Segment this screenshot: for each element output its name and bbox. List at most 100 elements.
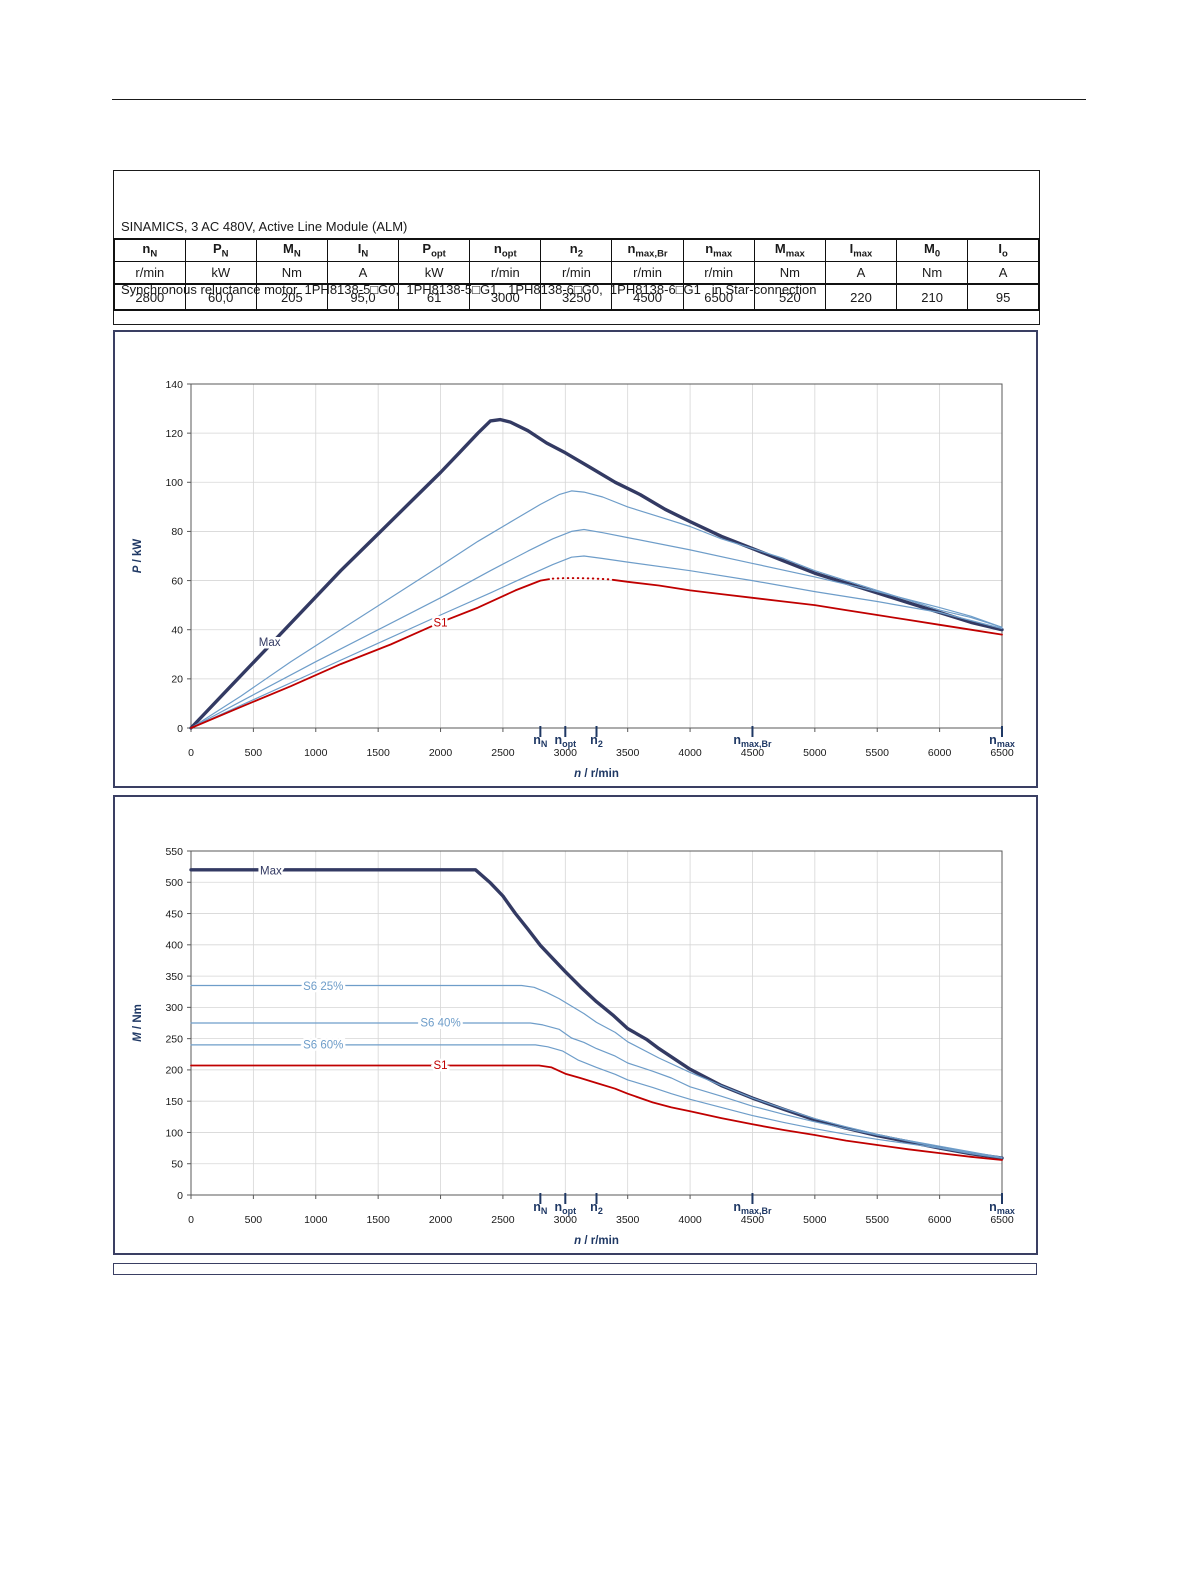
spec-cell: 60,0 bbox=[184, 283, 257, 311]
marker-label: nopt bbox=[554, 733, 576, 749]
x-tick-label: 1500 bbox=[366, 747, 390, 759]
series-max bbox=[189, 868, 1004, 1160]
spec-cell: kW bbox=[398, 261, 471, 285]
spec-cell: A bbox=[824, 261, 898, 285]
x-tick-label: 6500 bbox=[990, 747, 1014, 759]
spec-cell: r/min bbox=[113, 261, 186, 285]
spec-cell: r/min bbox=[682, 261, 755, 285]
x-tick-label: 3500 bbox=[616, 1214, 640, 1226]
series-s1-fall bbox=[611, 578, 1003, 636]
spec-cell: 95 bbox=[967, 283, 1040, 311]
y-tick-label: 150 bbox=[165, 1096, 183, 1108]
spec-cell: A bbox=[967, 261, 1040, 285]
y-tick-label: 80 bbox=[171, 526, 183, 538]
spec-cell: 210 bbox=[896, 283, 969, 311]
spec-cell: 220 bbox=[824, 283, 898, 311]
curve-label-s6-60-: S6 60% bbox=[303, 1039, 343, 1051]
spec-header-cell: n2 bbox=[540, 238, 613, 262]
top-rule bbox=[112, 99, 1086, 101]
y-tick-label: 0 bbox=[177, 723, 183, 735]
bottom-band bbox=[113, 1263, 1037, 1275]
y-tick-label: 300 bbox=[165, 1002, 183, 1014]
x-tick-label: 4500 bbox=[741, 1214, 765, 1226]
marker-label: n2 bbox=[590, 1200, 603, 1216]
spec-header-cell: nmax bbox=[682, 238, 755, 262]
series-s6-25- bbox=[190, 490, 1003, 729]
x-tick-label: 0 bbox=[188, 747, 194, 759]
y-tick-label: 500 bbox=[165, 877, 183, 889]
y-axis-title: P / kW bbox=[132, 539, 144, 574]
spec-table-head: nN PN MN IN Popt nopt n2 nmax,Br nmax Mmax Imax M0 I… bbox=[113, 238, 1040, 262]
series-s1 bbox=[190, 1064, 1003, 1161]
series-s6-60- bbox=[190, 555, 1003, 729]
spec-cell: 3000 bbox=[469, 283, 542, 311]
spec-cell: 95,0 bbox=[326, 283, 400, 311]
x-tick-label: 1000 bbox=[304, 1214, 328, 1226]
title-line-1: SINAMICS, 3 AC 480V, Active Line Module … bbox=[121, 219, 408, 235]
x-tick-label: 1500 bbox=[366, 1214, 390, 1226]
spec-header-cell: nmax,Br bbox=[611, 238, 684, 262]
spec-cell: r/min bbox=[469, 261, 542, 285]
x-tick-label: 4000 bbox=[678, 1214, 702, 1226]
marker-label: nmax,Br bbox=[733, 1200, 772, 1216]
curve-label-s6-40-: S6 40% bbox=[420, 1017, 460, 1029]
marker-label: n2 bbox=[590, 733, 603, 749]
x-tick-label: 5500 bbox=[866, 1214, 890, 1226]
x-tick-label: 2500 bbox=[491, 1214, 515, 1226]
series-s6-40- bbox=[190, 1022, 1003, 1159]
x-axis-title: n / r/min bbox=[574, 1235, 619, 1247]
curve-label-max: Max bbox=[259, 637, 281, 649]
x-tick-label: 5000 bbox=[803, 1214, 827, 1226]
series-max bbox=[189, 417, 1004, 730]
y-tick-label: 120 bbox=[165, 428, 183, 440]
y-tick-label: 140 bbox=[165, 379, 183, 391]
x-tick-label: 2000 bbox=[429, 747, 453, 759]
spec-cell: 205 bbox=[255, 283, 328, 311]
spec-header-cell: nN bbox=[113, 238, 186, 262]
x-tick-label: 2500 bbox=[491, 747, 515, 759]
y-tick-label: 0 bbox=[177, 1190, 183, 1202]
y-tick-label: 100 bbox=[165, 477, 183, 489]
spec-cell: r/min bbox=[611, 261, 684, 285]
y-tick-label: 400 bbox=[165, 940, 183, 952]
x-tick-label: 6500 bbox=[990, 1214, 1014, 1226]
x-tick-label: 500 bbox=[245, 1214, 263, 1226]
spec-values-row: 2800 60,0 205 95,0 61 3000 3250 4500 6500 520 220 2… bbox=[113, 283, 1040, 311]
spec-cell: 61 bbox=[398, 283, 471, 311]
marker-label: nmax bbox=[989, 733, 1015, 749]
power-chart: 0 500 1000 1500 2000 2500 3000 3500 4000 4500 5000… bbox=[132, 379, 1015, 780]
series-s6-25- bbox=[190, 984, 1003, 1159]
torque-chart: 0 500 1000 1500 2000 2500 3000 3500 4000 4500 5000… bbox=[132, 846, 1015, 1247]
x-tick-label: 5500 bbox=[866, 747, 890, 759]
x-tick-label: 4000 bbox=[678, 747, 702, 759]
y-tick-label: 250 bbox=[165, 1033, 183, 1045]
curve-label-s6-25-: S6 25% bbox=[303, 981, 343, 993]
spec-header-cell: PN bbox=[184, 238, 257, 262]
y-tick-label: 50 bbox=[171, 1159, 183, 1171]
y-tick-label: 40 bbox=[171, 625, 183, 637]
y-tick-label: 550 bbox=[165, 846, 183, 858]
x-tick-label: 4500 bbox=[741, 747, 765, 759]
x-tick-label: 5000 bbox=[803, 747, 827, 759]
spec-cell: 520 bbox=[753, 283, 826, 311]
marker-label: nopt bbox=[554, 1200, 576, 1216]
torque-chart-panel: 0 500 1000 1500 2000 2500 3000 3500 4000 4500 5000… bbox=[113, 795, 1038, 1255]
spec-header-cell: Popt bbox=[398, 238, 471, 262]
spec-cell: r/min bbox=[540, 261, 613, 285]
spec-cell: Nm bbox=[753, 261, 826, 285]
y-tick-label: 100 bbox=[165, 1127, 183, 1139]
marker-label: nN bbox=[533, 733, 547, 749]
spec-cell: Nm bbox=[255, 261, 328, 285]
spec-cell: Nm bbox=[896, 261, 969, 285]
spec-cell: A bbox=[326, 261, 400, 285]
marker-label: nmax bbox=[989, 1200, 1015, 1216]
spec-table: nN PN MN IN Popt nopt n2 nmax,Br nmax Mmax Imax M0 I… bbox=[113, 238, 1040, 311]
spec-cell: 6500 bbox=[682, 283, 755, 311]
y-axis-title: M / Nm bbox=[132, 1004, 144, 1042]
y-tick-label: 20 bbox=[171, 674, 183, 686]
x-axis-title: n / r/min bbox=[574, 768, 619, 780]
spec-header-cell: IN bbox=[326, 238, 400, 262]
spec-cell: 3250 bbox=[540, 283, 613, 311]
